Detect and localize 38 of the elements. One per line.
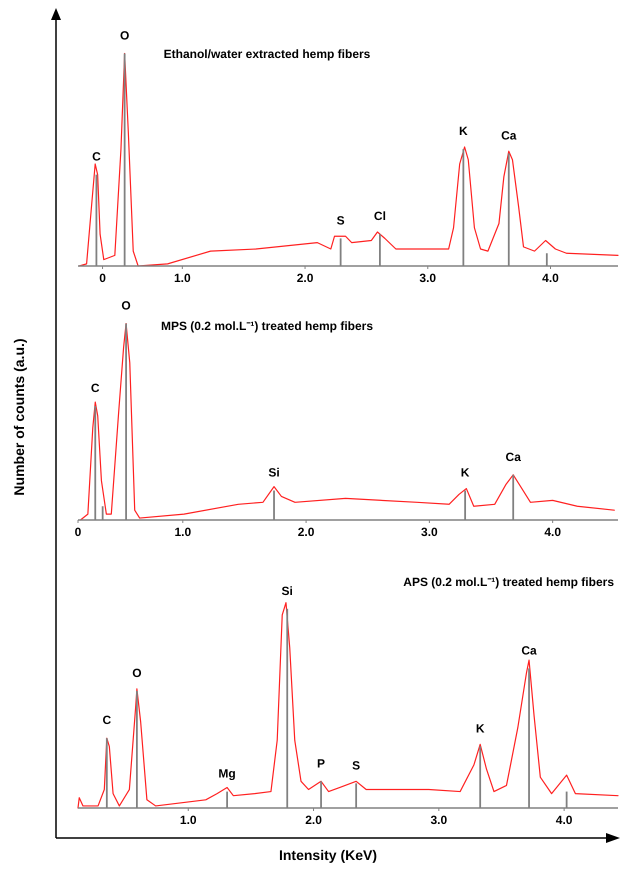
annotation: O (132, 666, 142, 680)
x-tick-label: 2.0 (298, 525, 315, 539)
x-tick-label: 1.0 (174, 271, 191, 285)
annotation: Mg (218, 766, 236, 781)
x-tick-label: 2.0 (296, 271, 314, 285)
annotation: Ca (501, 128, 517, 142)
x-tick-label: 3.0 (419, 271, 436, 285)
annotation: C (92, 150, 102, 164)
annotation: O (121, 298, 131, 313)
annotation: Ca (506, 450, 522, 464)
annotation: Si (282, 584, 293, 598)
chart-title: APS (0.2 mol.L⁻¹) treated hemp fibers (403, 575, 614, 589)
x-tick-label: 0 (74, 525, 82, 539)
chart-title: MPS (0.2 mol.L⁻¹) treated hemp fibers (160, 319, 374, 333)
annotation: K (476, 721, 485, 736)
x-tick-label: 0 (99, 271, 106, 285)
annotation: Cl (374, 209, 386, 224)
annotation: K (459, 124, 468, 138)
annotation: O (120, 28, 130, 42)
annotation: P (317, 756, 326, 770)
annotation: Ca (521, 643, 538, 658)
x-axis-title: Intensity (KeV) (278, 847, 378, 863)
annotation: S (336, 213, 345, 228)
annotation: Si (268, 466, 280, 480)
x-tick-label: 1.0 (174, 525, 192, 539)
x-tick-label: 3.0 (421, 525, 438, 539)
chart-title: Ethanol/water extracted hemp fibers (164, 47, 371, 61)
annotation: K (460, 466, 470, 480)
x-tick-label: 2.0 (305, 813, 322, 827)
y-axis-title: Number of counts (a.u.) (11, 338, 27, 496)
x-tick-label: 4.0 (544, 525, 562, 539)
x-tick-label: 4.0 (556, 813, 573, 827)
x-tick-label: 3.0 (430, 813, 448, 827)
annotation: C (102, 713, 112, 728)
x-tick-label: 4.0 (542, 271, 560, 285)
annotation: C (90, 381, 100, 396)
annotation: S (352, 758, 360, 772)
x-tick-label: 1.0 (180, 813, 197, 827)
